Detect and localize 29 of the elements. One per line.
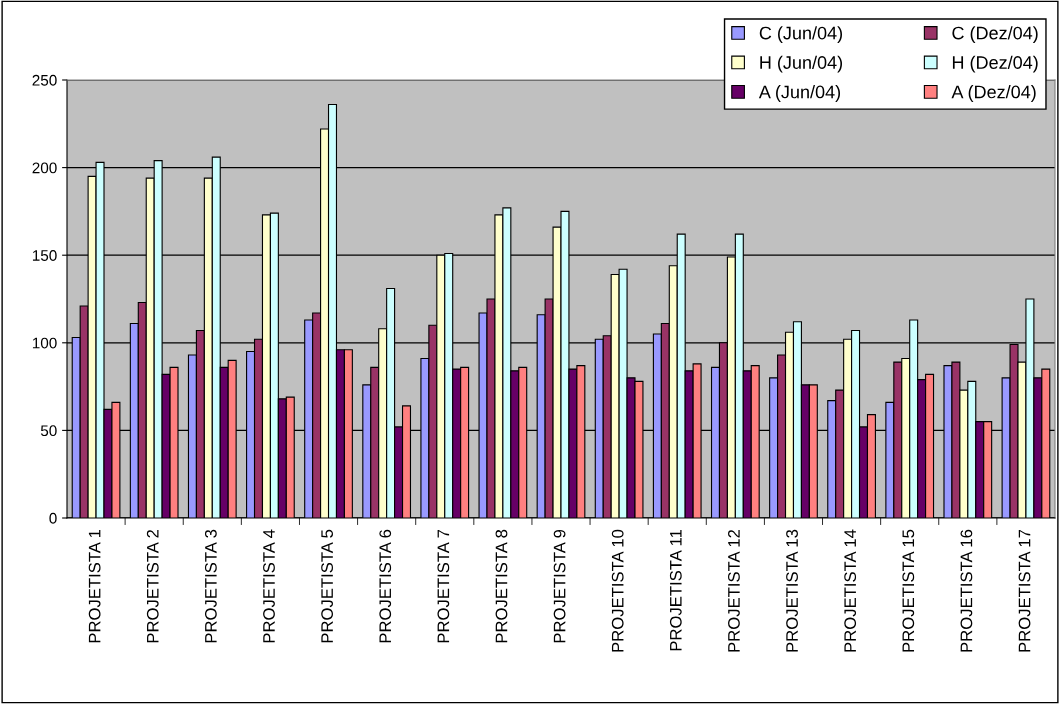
x-tick-label: PROJETISTA 14 bbox=[844, 529, 857, 652]
x-tick-label: PROJETISTA 16 bbox=[960, 529, 973, 652]
x-tick-label: PROJETISTA 9 bbox=[553, 529, 566, 643]
legend-label: C (Dez/04) bbox=[952, 26, 1038, 43]
x-tick-label: PROJETISTA 4 bbox=[263, 529, 275, 643]
x-tick-label: PROJETISTA 10 bbox=[611, 529, 624, 652]
x-tick-label: PROJETISTA 12 bbox=[728, 529, 740, 652]
x-tick-label: PROJETISTA 11 bbox=[669, 529, 682, 651]
legend-label: A (Jun/04) bbox=[758, 85, 841, 102]
x-tick-label: PROJETISTA 2 bbox=[146, 529, 159, 643]
x-tick-label: PROJETISTA 15 bbox=[902, 529, 915, 652]
legend-label: H (Dez/04) bbox=[952, 55, 1038, 73]
legend-label: A (Dez/04) bbox=[951, 85, 1036, 102]
x-tick-label: PROJETISTA 8 bbox=[495, 529, 508, 643]
x-tick-label: PROJETISTA 17 bbox=[1018, 529, 1031, 652]
x-tick-label: PROJETISTA 7 bbox=[437, 529, 450, 643]
x-tick-label: PROJETISTA 6 bbox=[379, 529, 392, 643]
x-tick-label: PROJETISTA 1 bbox=[88, 529, 101, 643]
x-tick-label: PROJETISTA 13 bbox=[786, 529, 798, 652]
x-tick-label: PROJETISTA 3 bbox=[204, 529, 217, 643]
y-tick-label: 50 bbox=[40, 425, 57, 437]
x-tick-label: PROJETISTA 5 bbox=[321, 529, 333, 643]
y-tick-label: 0 bbox=[49, 512, 57, 524]
legend-label: H (Jun/04) bbox=[760, 55, 843, 73]
legend-label: C (Jun/04) bbox=[759, 26, 843, 43]
y-tick-label: 100 bbox=[32, 337, 57, 349]
y-tick-label: 150 bbox=[32, 250, 57, 261]
y-tick-label: 250 bbox=[32, 74, 57, 86]
y-tick-label: 200 bbox=[32, 162, 57, 174]
